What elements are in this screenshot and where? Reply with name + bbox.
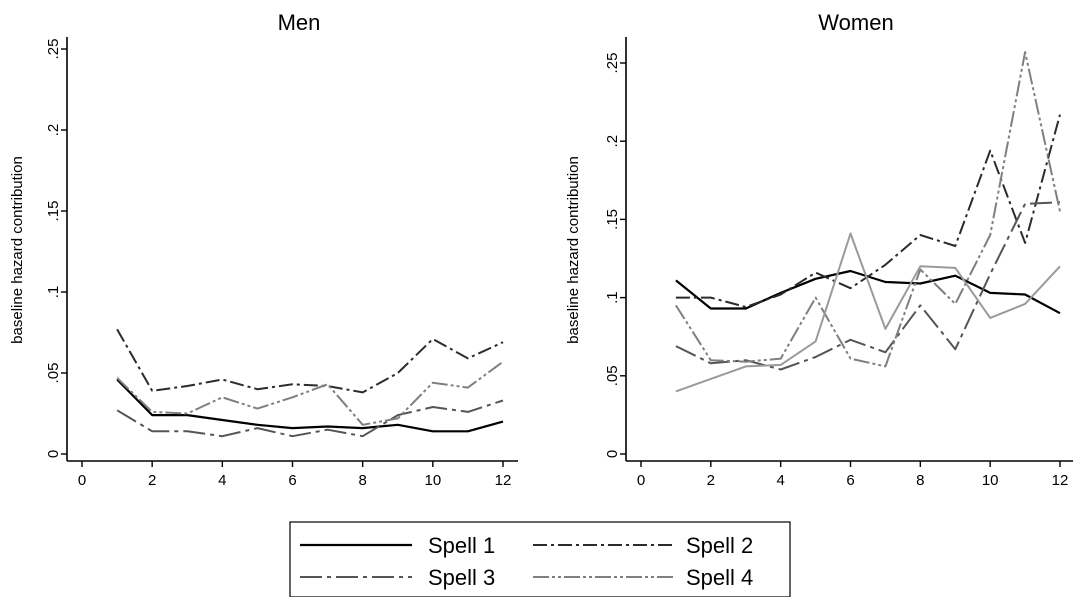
y-tick-label: .2 xyxy=(604,135,621,148)
women-panel: Women baseline hazard contribution 0 2 4 6 8… xyxy=(565,10,1073,489)
x-tick-label: 2 xyxy=(148,472,156,489)
y-tick-label: .05 xyxy=(45,363,62,384)
y-tick-label: .15 xyxy=(45,201,62,222)
y-tick-label: .2 xyxy=(45,124,62,137)
legend-item-spell-2: Spell 2 xyxy=(533,533,753,558)
series-line-1 xyxy=(116,378,504,433)
series-line-4 xyxy=(116,360,504,426)
y-tick-label: 0 xyxy=(604,450,621,458)
series-line-4 xyxy=(675,51,1061,368)
series-line-2 xyxy=(116,328,504,394)
x-tick-label: 4 xyxy=(218,472,226,489)
legend-label-spell-2: Spell 2 xyxy=(686,533,753,558)
legend-box xyxy=(289,521,791,597)
men-panel: Men baseline hazard contribution 0 2 4 6 8 10… xyxy=(9,10,518,489)
legend-item-spell-4: Spell 4 xyxy=(533,565,753,590)
x-tick-label: 2 xyxy=(707,472,715,489)
x-tick-label: 8 xyxy=(358,472,366,489)
men-series-lines xyxy=(116,328,504,438)
legend-label-spell-4: Spell 4 xyxy=(686,565,753,590)
x-tick-label: 10 xyxy=(982,472,999,489)
y-tick-label: .25 xyxy=(45,39,62,60)
men-title: Men xyxy=(278,10,321,35)
men-ticks: 0 2 4 6 8 10 12 0 .05 .1 .15 .2 .25 xyxy=(45,39,511,489)
men-y-axis-label: baseline hazard contribution xyxy=(9,156,26,344)
y-tick-label: .05 xyxy=(604,365,621,386)
x-tick-label: 4 xyxy=(776,472,784,489)
series-line-2 xyxy=(675,114,1061,308)
women-title: Women xyxy=(818,10,893,35)
x-tick-label: 6 xyxy=(288,472,296,489)
women-y-axis-label: baseline hazard contribution xyxy=(565,156,582,344)
x-tick-label: 0 xyxy=(78,472,86,489)
women-series-lines xyxy=(675,51,1061,393)
legend-label-spell-3: Spell 3 xyxy=(428,565,495,590)
legend-item-spell-1: Spell 1 xyxy=(300,533,495,558)
x-tick-label: 10 xyxy=(424,472,441,489)
y-tick-label: .1 xyxy=(45,286,62,299)
x-tick-label: 8 xyxy=(916,472,924,489)
y-tick-label: 0 xyxy=(45,450,62,458)
legend-label-spell-1: Spell 1 xyxy=(428,533,495,558)
y-tick-label: .25 xyxy=(604,53,621,74)
x-tick-label: 0 xyxy=(637,472,645,489)
women-ticks: 0 2 4 6 8 10 12 0 .05 .1 .15 .2 .25 xyxy=(604,53,1068,489)
y-tick-label: .1 xyxy=(604,291,621,304)
legend-item-spell-3: Spell 3 xyxy=(300,565,495,590)
series-line-3 xyxy=(116,399,504,438)
legend: Spell 1 Spell 2 Spell 3 Spell 4 xyxy=(289,521,791,597)
x-tick-label: 6 xyxy=(846,472,854,489)
x-tick-label: 12 xyxy=(495,472,512,489)
x-tick-label: 12 xyxy=(1052,472,1069,489)
y-tick-label: .15 xyxy=(604,209,621,230)
series-line-3 xyxy=(675,201,1061,371)
series-line-5 xyxy=(675,232,1061,393)
